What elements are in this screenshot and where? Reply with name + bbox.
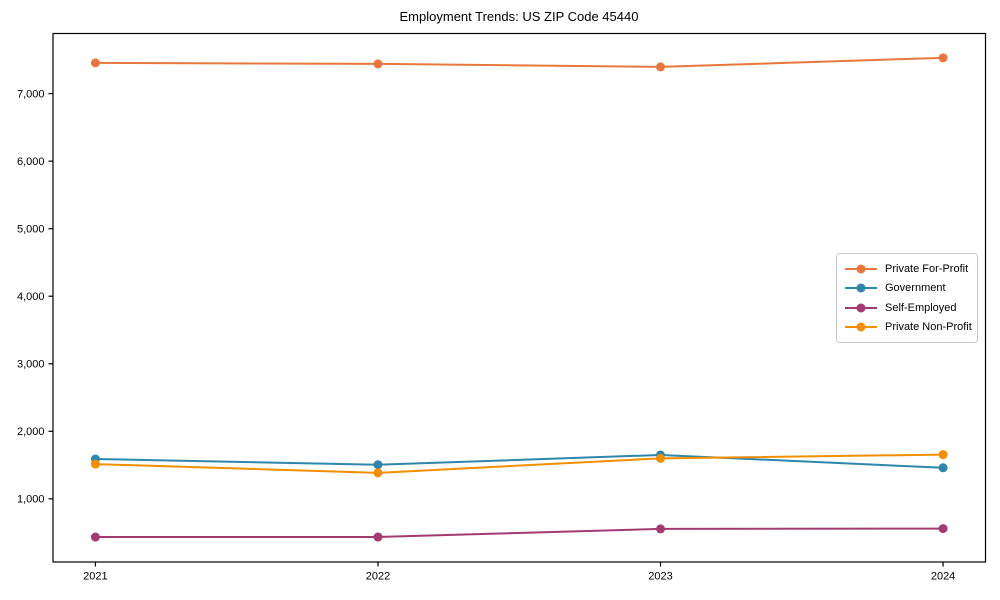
series-line (94, 453, 945, 474)
legend-label: Private Non-Profit (885, 321, 972, 334)
legend-marker-icon (845, 283, 877, 293)
data-point (90, 532, 100, 542)
series-private-non-profit (90, 450, 948, 478)
x-axis: 2021 2022 2023 2024 (83, 562, 955, 583)
data-point (938, 524, 948, 534)
y-tick-label: 1,000 (17, 494, 45, 506)
legend-marker-icon (845, 264, 877, 274)
series-self-employed (90, 524, 948, 542)
y-tick-label: 3,000 (17, 359, 45, 371)
legend-label: Government (885, 282, 946, 295)
data-point (373, 59, 383, 69)
legend-label: Self-Employed (885, 301, 957, 314)
legend-label: Private For-Profit (885, 262, 969, 275)
data-point (938, 450, 948, 460)
x-tick-label: 2023 (648, 571, 672, 583)
data-point (656, 453, 666, 463)
x-tick-label: 2021 (83, 571, 107, 583)
legend-marker-icon (845, 303, 877, 313)
data-point (656, 524, 666, 534)
data-point (373, 460, 383, 470)
data-point (90, 58, 100, 68)
data-point (90, 459, 100, 469)
legend-item-private-non-profit: Private Non-Profit (844, 318, 972, 338)
data-point (656, 62, 666, 72)
data-point (938, 463, 948, 473)
legend-item-private-for-profit: Private For-Profit (844, 259, 969, 279)
x-tick-label: 2024 (931, 571, 955, 583)
legend: Private For-Profit Government Self-Employe… (836, 253, 978, 343)
y-tick-label: 4,000 (17, 291, 45, 303)
data-point (373, 532, 383, 542)
data-point (938, 53, 948, 63)
chart-title: Employment Trends: US ZIP Code 45440 (399, 9, 639, 24)
series-line (94, 453, 945, 469)
data-point (373, 468, 383, 478)
y-tick-label: 5,000 (17, 223, 45, 235)
legend-item-government: Government (844, 279, 969, 299)
series-government (90, 450, 948, 473)
plot-frame (52, 32, 987, 563)
legend-item-self-employed: Self-Employed (844, 298, 969, 318)
series-line (94, 527, 945, 539)
series-private-for-profit (90, 53, 948, 72)
y-tick-label: 7,000 (17, 88, 45, 100)
y-tick-label: 6,000 (17, 156, 45, 168)
legend-marker-icon (845, 322, 877, 332)
y-axis: 1,000 2,000 3,000 4,000 5,000 6,000 7,000 (17, 88, 53, 506)
y-tick-label: 2,000 (17, 426, 45, 438)
x-tick-label: 2022 (366, 571, 390, 583)
series-line (94, 56, 945, 68)
